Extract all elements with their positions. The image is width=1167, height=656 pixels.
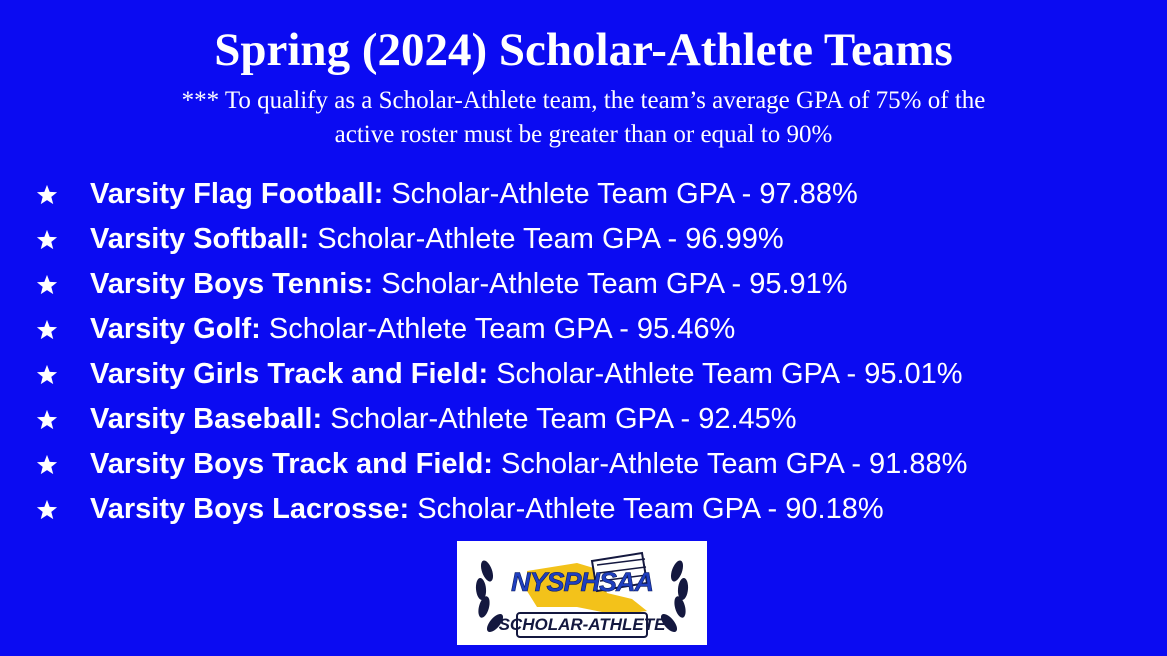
team-gpa: Scholar-Athlete Team GPA - 91.88%: [501, 448, 968, 480]
star-bullet: [36, 454, 58, 475]
team-item: Varsity Boys Tennis: Scholar-Athlete Tea…: [0, 262, 1167, 307]
item-text: Varsity Softball: Scholar-Athlete Team G…: [90, 217, 784, 262]
team-item: Varsity Boys Track and Field: Scholar-At…: [0, 442, 1167, 487]
team-name: Varsity Golf:: [90, 313, 261, 345]
subtitle-line: active roster must be greater than or eq…: [334, 121, 833, 148]
star-bullet: [36, 184, 58, 205]
star-bullet: [36, 499, 58, 520]
star-shape: [36, 184, 58, 205]
star-bullet: [36, 364, 58, 385]
team-gpa: Scholar-Athlete Team GPA - 90.18%: [417, 493, 884, 525]
item-text: Varsity Boys Tennis: Scholar-Athlete Tea…: [90, 262, 848, 307]
subtitle: *** To qualify as a Scholar-Athlete team…: [0, 84, 1167, 152]
logo-text: NYSPHSAA: [510, 567, 655, 598]
team-name: Varsity Flag Football:: [90, 178, 384, 210]
team-gpa: Scholar-Athlete Team GPA - 95.01%: [496, 358, 963, 390]
team-name: Varsity Boys Track and Field:: [90, 448, 493, 480]
star-shape: [36, 229, 58, 250]
team-gpa: Scholar-Athlete Team GPA - 97.88%: [391, 178, 858, 210]
subtitle-line: *** To qualify as a Scholar-Athlete team…: [181, 87, 986, 114]
star-bullet: [36, 319, 58, 340]
item-text: Varsity Baseball: Scholar-Athlete Team G…: [90, 397, 797, 442]
team-list: Varsity Flag Football: Scholar-Athlete T…: [0, 172, 1167, 532]
star-shape: [36, 499, 58, 520]
team-gpa: Scholar-Athlete Team GPA - 92.45%: [330, 403, 797, 435]
star-shape: [36, 409, 58, 430]
slide-title: Spring (2024) Scholar-Athlete Teams: [214, 24, 953, 76]
star-shape: [36, 319, 58, 340]
item-text: Varsity Boys Lacrosse: Scholar-Athlete T…: [90, 487, 884, 532]
team-gpa: Scholar-Athlete Team GPA - 96.99%: [317, 223, 784, 255]
logo: NYSPHSAA SCHOLAR-ATHLETE: [457, 541, 707, 645]
team-item: Varsity Flag Football: Scholar-Athlete T…: [0, 172, 1167, 217]
team-name: Varsity Boys Lacrosse:: [90, 493, 410, 525]
item-text: Varsity Flag Football: Scholar-Athlete T…: [90, 172, 858, 217]
item-text: Varsity Boys Track and Field: Scholar-At…: [90, 442, 967, 487]
logo-art: [475, 551, 689, 638]
team-name: Varsity Girls Track and Field:: [90, 358, 489, 390]
star-shape: [36, 364, 58, 385]
star-bullet: [36, 274, 58, 295]
item-text: Varsity Girls Track and Field: Scholar-A…: [90, 352, 963, 397]
team-item: Varsity Baseball: Scholar-Athlete Team G…: [0, 397, 1167, 442]
star-bullet: [36, 409, 58, 430]
logo-caption: SCHOLAR-ATHLETE: [498, 615, 666, 634]
team-item: Varsity Girls Track and Field: Scholar-A…: [0, 352, 1167, 397]
team-gpa: Scholar-Athlete Team GPA - 95.46%: [268, 313, 736, 345]
team-item: Varsity Softball: Scholar-Athlete Team G…: [0, 217, 1167, 262]
team-name: Varsity Boys Tennis:: [90, 268, 374, 300]
star-shape: [36, 274, 58, 295]
item-text: Varsity Golf: Scholar-Athlete Team GPA -…: [90, 307, 735, 352]
team-name: Varsity Softball:: [90, 223, 310, 255]
team-item: Varsity Boys Lacrosse: Scholar-Athlete T…: [0, 487, 1167, 532]
star-bullet: [36, 229, 58, 250]
team-gpa: Scholar-Athlete Team GPA - 95.91%: [381, 268, 848, 300]
star-shape: [36, 454, 58, 475]
team-name: Varsity Baseball:: [90, 403, 323, 435]
team-item: Varsity Golf: Scholar-Athlete Team GPA -…: [0, 307, 1167, 352]
